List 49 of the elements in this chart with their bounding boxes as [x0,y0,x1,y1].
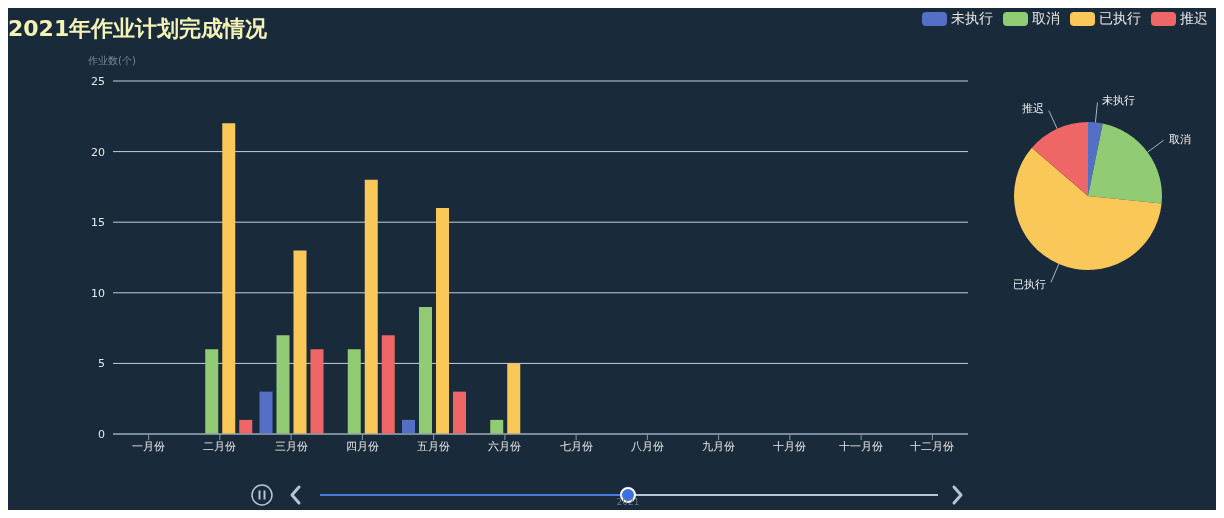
y-tick-label: 10 [91,286,105,300]
y-tick-label: 0 [98,427,105,441]
x-tick-label: 二月份 [203,439,237,453]
x-tick-label: 十一月份 [839,439,884,453]
pie-slice [1088,123,1162,204]
y-tick-label: 15 [91,216,105,230]
slice-label: 已执行 [1013,277,1047,291]
bar [490,419,504,434]
y-axis-title: 作业数(个) [88,54,136,68]
slice-label: 取消 [1169,132,1192,146]
legend-label: 推迟 [1180,10,1208,28]
y-tick-label: 20 [91,145,105,159]
legend-label: 未执行 [951,10,993,28]
bar [222,123,236,434]
chart-title: 2021年作业计划完成情况 [8,15,268,43]
x-tick-label: 五月份 [417,439,451,453]
pie-slice [1088,122,1103,196]
x-tick-label: 十二月份 [910,439,955,453]
y-tick-label: 25 [91,74,105,88]
bar [381,335,395,434]
x-tick-label: 十月份 [773,439,807,453]
x-tick-label: 四月份 [345,439,379,453]
bar [276,335,290,434]
bar [310,349,324,434]
x-tick-label: 六月份 [488,439,522,453]
x-tick-label: 一月份 [132,439,166,453]
pie-slice [1014,147,1162,270]
bar [347,349,361,434]
bar [239,419,253,434]
legend-label: 取消 [1032,10,1060,28]
x-tick-label: 七月份 [559,439,593,453]
x-tick-label: 八月份 [630,439,664,453]
bar [419,306,432,434]
x-tick-label: 三月份 [274,439,308,453]
x-tick-label: 九月份 [702,439,736,453]
pie-slice [1031,122,1088,196]
bar [402,419,415,434]
y-tick-label: 5 [98,357,105,371]
slice-label: 未执行 [1101,93,1135,107]
bar [436,208,449,434]
bar [293,250,307,434]
bar [205,349,219,434]
bar [259,391,273,434]
bar [364,179,378,434]
legend-label: 已执行 [1099,10,1141,28]
text: 2021 [616,497,640,507]
bar [453,391,466,434]
slice-label: 推迟 [1021,102,1044,116]
bar [507,363,521,434]
